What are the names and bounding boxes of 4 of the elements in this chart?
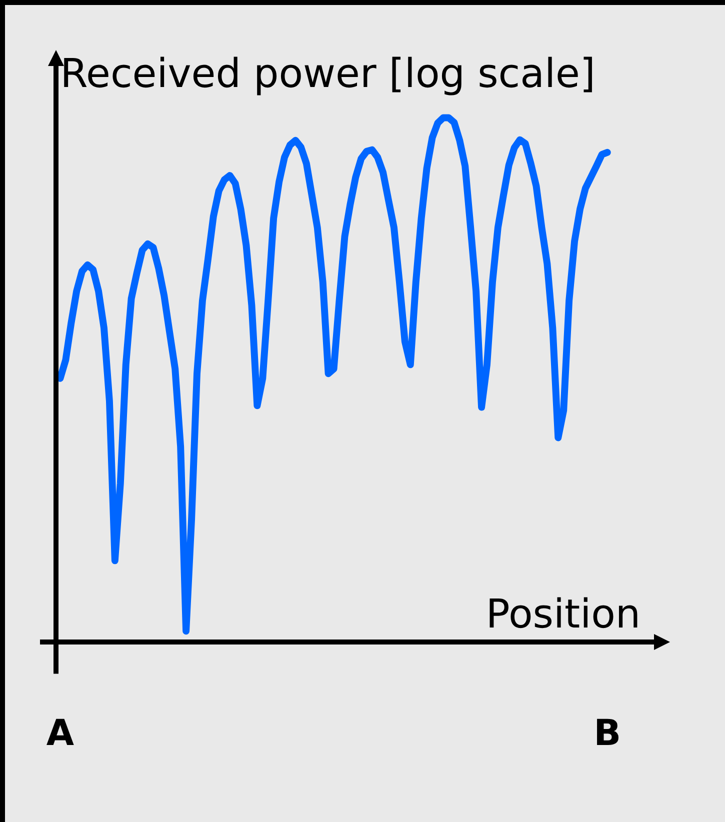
x-axis-title: Position [486, 592, 641, 638]
x-tick-label: A [46, 713, 74, 754]
x-tick-label: B [594, 713, 621, 754]
chart-title: Received power [log scale] [60, 50, 596, 97]
